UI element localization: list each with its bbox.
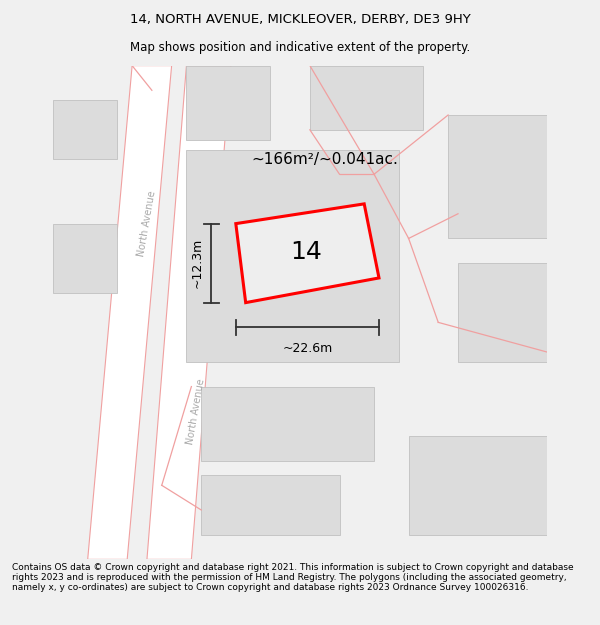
- Polygon shape: [458, 263, 547, 362]
- Polygon shape: [147, 66, 231, 559]
- Text: North Avenue: North Avenue: [136, 190, 158, 258]
- Text: 14: 14: [290, 240, 322, 264]
- Polygon shape: [53, 100, 118, 159]
- Polygon shape: [53, 224, 118, 292]
- Polygon shape: [187, 149, 399, 362]
- Polygon shape: [187, 66, 271, 139]
- Text: Map shows position and indicative extent of the property.: Map shows position and indicative extent…: [130, 41, 470, 54]
- Polygon shape: [201, 386, 374, 461]
- Text: ~22.6m: ~22.6m: [282, 342, 332, 355]
- Text: ~166m²/~0.041ac.: ~166m²/~0.041ac.: [251, 152, 398, 167]
- Polygon shape: [236, 204, 379, 302]
- Polygon shape: [201, 476, 340, 534]
- Text: Contains OS data © Crown copyright and database right 2021. This information is : Contains OS data © Crown copyright and d…: [12, 562, 574, 592]
- Polygon shape: [409, 436, 547, 534]
- Text: North Avenue: North Avenue: [185, 378, 207, 445]
- Text: 14, NORTH AVENUE, MICKLEOVER, DERBY, DE3 9HY: 14, NORTH AVENUE, MICKLEOVER, DERBY, DE3…: [130, 13, 470, 26]
- Polygon shape: [448, 115, 547, 238]
- Polygon shape: [88, 66, 172, 559]
- Text: ~12.3m: ~12.3m: [191, 238, 204, 288]
- Polygon shape: [310, 66, 424, 130]
